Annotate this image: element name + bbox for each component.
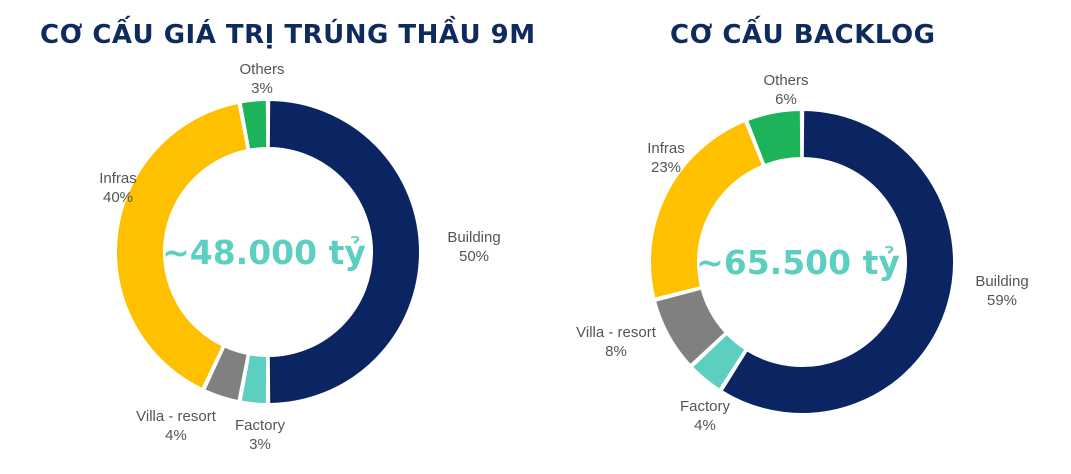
chart-1-slice-factory bbox=[239, 353, 269, 406]
chart-2-label-others-percent: 6% bbox=[775, 91, 797, 108]
chart-1-label-others: Others 3% bbox=[239, 61, 284, 97]
chart-2-label-infras: Infras 23% bbox=[647, 140, 685, 176]
chart-2-label-villa-resort: Villa - resort 8% bbox=[576, 324, 657, 360]
chart-1-label-building-percent: 50% bbox=[459, 248, 489, 265]
chart-1-label-building-name: Building bbox=[447, 229, 500, 246]
chart-1-label-infras-percent: 40% bbox=[103, 189, 133, 206]
chart-1-label-factory-name: Factory bbox=[235, 417, 286, 434]
chart-2-slice-factory bbox=[690, 332, 747, 392]
chart-2-label-others-name: Others bbox=[763, 72, 808, 89]
chart-2-slice-others bbox=[745, 108, 803, 167]
chart-1-slice-building bbox=[267, 98, 421, 406]
chart-2-slice-villa-resort bbox=[653, 287, 728, 367]
chart-2-slice-infras bbox=[649, 119, 765, 300]
chart-1-label-villa-resort-name: Villa - resort bbox=[136, 408, 217, 425]
chart-2-label-building-percent: 59% bbox=[987, 292, 1017, 309]
chart-2-label-others: Others 6% bbox=[763, 72, 808, 108]
chart-2-label-factory-name: Factory bbox=[680, 398, 731, 415]
chart-1-label-factory-percent: 3% bbox=[249, 436, 271, 453]
chart-2-title: CƠ CẤU BACKLOG bbox=[670, 20, 936, 50]
chart-2-label-villa-resort-percent: 8% bbox=[605, 343, 627, 360]
chart-1-label-factory: Factory 3% bbox=[235, 417, 286, 453]
chart-1-label-others-percent: 3% bbox=[251, 80, 273, 97]
chart-2-label-factory-percent: 4% bbox=[694, 417, 716, 434]
chart-1-slice-villa-resort bbox=[203, 345, 249, 403]
chart-2-label-building-name: Building bbox=[975, 273, 1028, 290]
chart-1-center-total: ~48.000 tỷ bbox=[162, 233, 366, 272]
chart-2-label-infras-name: Infras bbox=[647, 140, 685, 157]
chart-2-label-infras-percent: 23% bbox=[651, 159, 681, 176]
chart-1-title: CƠ CẤU GIÁ TRỊ TRÚNG THẦU 9M bbox=[40, 20, 536, 50]
chart-2-label-building: Building 59% bbox=[975, 273, 1028, 309]
chart-1-slice-infras bbox=[115, 101, 249, 391]
chart-1-label-others-name: Others bbox=[239, 61, 284, 78]
chart-1-label-infras-name: Infras bbox=[99, 170, 137, 187]
chart-2-label-villa-resort-name: Villa - resort bbox=[576, 324, 657, 341]
chart-1-slice-others bbox=[239, 98, 269, 151]
chart-2-label-factory: Factory 4% bbox=[680, 398, 731, 434]
chart-1-label-villa-resort: Villa - resort 4% bbox=[136, 408, 217, 444]
chart-2-slice-building bbox=[720, 108, 955, 415]
chart-1-label-building: Building 50% bbox=[447, 229, 500, 265]
chart-1-label-infras: Infras 40% bbox=[99, 170, 137, 206]
chart-1-label-villa-resort-percent: 4% bbox=[165, 427, 187, 444]
chart-2-center-total: ~65.500 tỷ bbox=[696, 243, 900, 282]
